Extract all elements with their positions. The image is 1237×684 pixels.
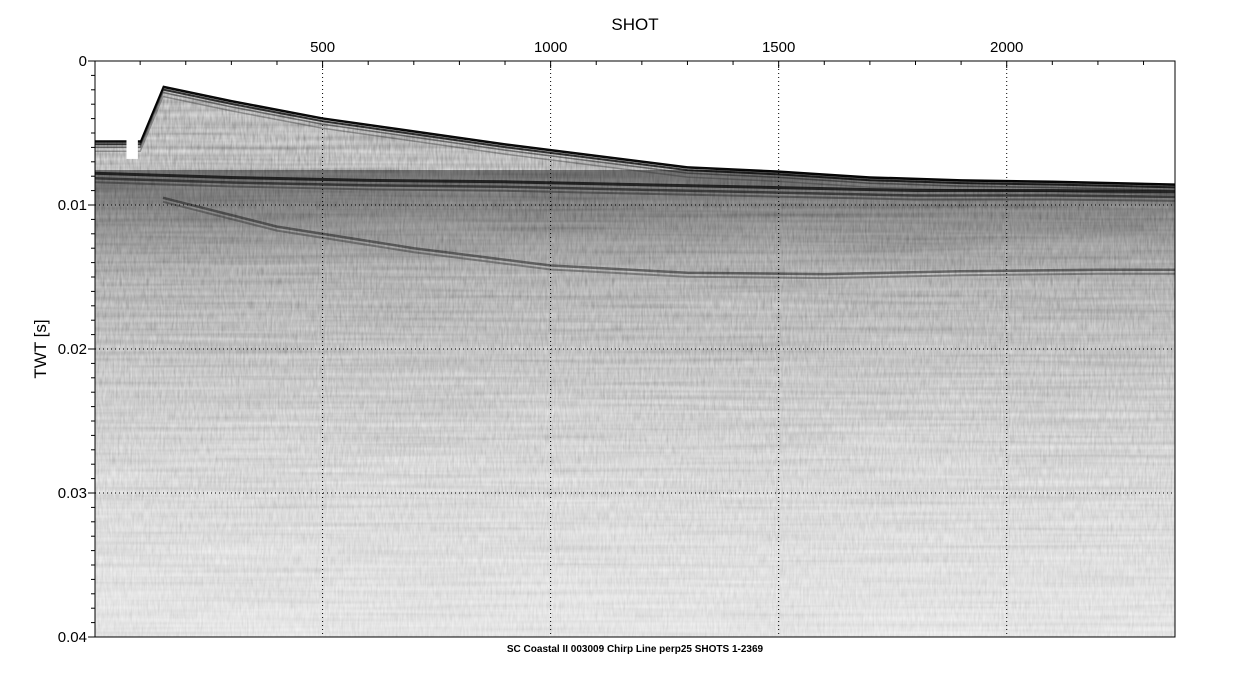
grid-lines	[95, 61, 1175, 637]
y-tick-label: 0.04	[58, 629, 87, 646]
subbottom-reflector	[95, 181, 1175, 202]
y-tick-label: 0.01	[58, 197, 87, 214]
x-axis-title: SHOT	[611, 15, 658, 34]
y-tick-label: 0	[79, 53, 87, 70]
x-tick-label: 1500	[762, 39, 795, 56]
seafloor-reflector	[95, 88, 1175, 189]
subbottom-reflector	[95, 171, 1175, 194]
x-tick-label: 2000	[990, 39, 1023, 56]
water-column	[95, 61, 1175, 184]
x-axis-ticks: 500 1000 1500 2000	[139, 39, 1145, 68]
y-axis-ticks: 0 0.01 0.02 0.03 0.04	[58, 53, 95, 646]
y-tick-label: 0.03	[58, 485, 87, 502]
data-gap	[126, 61, 138, 159]
seafloor-reflector	[95, 91, 1175, 192]
y-axis-title: TWT [s]	[31, 319, 50, 378]
y-tick-label: 0.02	[58, 341, 87, 358]
x-tick-label: 1000	[534, 39, 567, 56]
subbottom-reflector	[95, 176, 1175, 199]
x-tick-label: 500	[310, 39, 335, 56]
figure-caption: SC Coastal II 003009 Chirp Line perp25 S…	[507, 644, 764, 655]
